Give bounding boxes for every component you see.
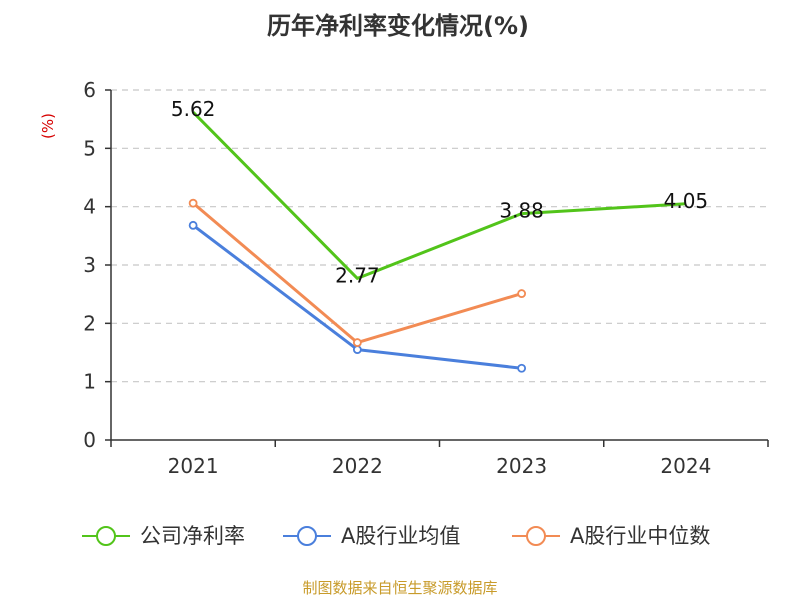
data-label: 5.62	[171, 97, 216, 121]
data-point[interactable]	[352, 338, 362, 347]
gridlines	[111, 89, 768, 383]
legend-label: A股行业中位数	[570, 524, 710, 548]
y-axis-unit-label: (%)	[39, 113, 57, 139]
data-labels: 5.62 2.77 3.88 4.05	[171, 97, 708, 287]
legend-item-0[interactable]: 公司净利率	[82, 524, 245, 548]
source-note: 制图数据来自恒生聚源数据库	[302, 579, 497, 597]
x-tick-label: 2024	[660, 454, 711, 478]
legend-label: 公司净利率	[140, 524, 245, 548]
data-point[interactable]	[188, 220, 198, 230]
y-tick-label: 5	[83, 136, 96, 160]
y-tick-label: 0	[83, 428, 96, 452]
data-point[interactable]	[188, 198, 198, 208]
y-axis-ticks: 0 1 2 3 4 5 6	[83, 78, 96, 452]
legend-marker	[96, 526, 116, 546]
y-tick-label: 6	[83, 78, 96, 102]
axes	[105, 89, 769, 447]
y-tick-label: 3	[83, 253, 96, 277]
data-label: 3.88	[499, 199, 544, 223]
y-tick-label: 2	[83, 311, 96, 335]
series-line-0	[192, 111, 686, 280]
chart-title: 历年净利率变化情况(%)	[267, 12, 529, 40]
legend-marker	[526, 526, 546, 546]
data-label: 2.77	[335, 263, 380, 287]
x-axis-ticks: 2021 2022 2023 2024	[168, 454, 712, 478]
y-tick-label: 4	[83, 195, 96, 219]
data-point[interactable]	[517, 363, 527, 373]
legend[interactable]: 公司净利率 A股行业均值 A股行业中位数	[82, 524, 710, 548]
x-tick-label: 2021	[168, 454, 219, 478]
legend-item-2[interactable]: A股行业中位数	[512, 524, 710, 548]
legend-marker	[297, 526, 317, 546]
legend-item-1[interactable]: A股行业均值	[283, 524, 460, 548]
y-tick-label: 1	[83, 370, 96, 394]
x-tick-label: 2022	[332, 454, 383, 478]
series-group	[188, 111, 686, 373]
data-point[interactable]	[517, 289, 527, 298]
data-point[interactable]	[352, 345, 362, 354]
x-tick-label: 2023	[496, 454, 547, 478]
legend-label: A股行业均值	[341, 524, 460, 548]
data-label: 4.05	[664, 189, 709, 213]
